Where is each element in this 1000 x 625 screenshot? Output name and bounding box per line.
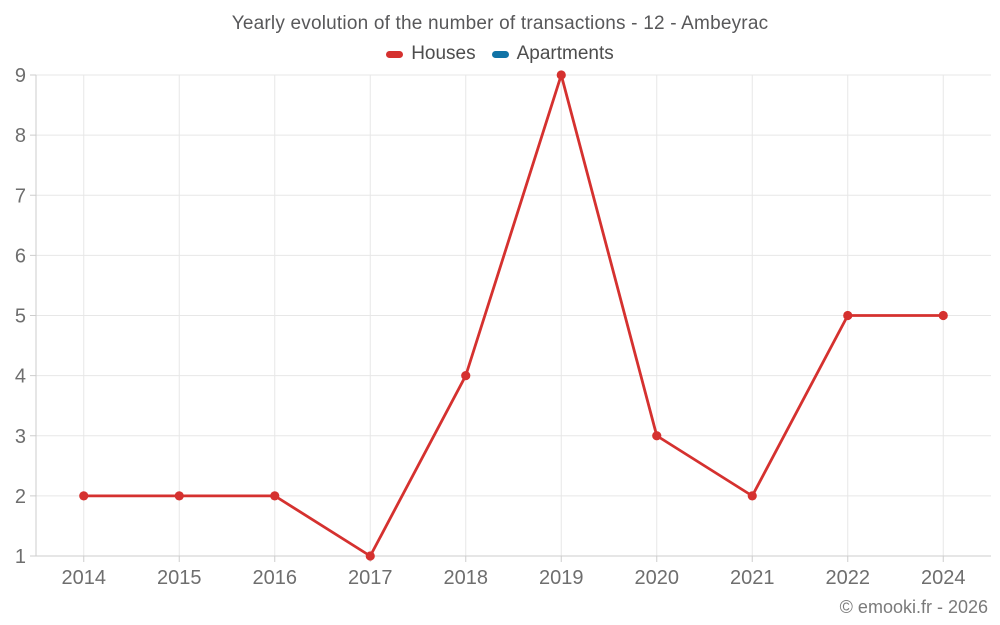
y-tick-label: 9 xyxy=(15,65,26,87)
houses-data-point[interactable] xyxy=(270,491,280,501)
legend-label-houses: Houses xyxy=(411,43,476,64)
x-tick-label: 2021 xyxy=(730,567,775,589)
houses-data-point[interactable] xyxy=(843,310,853,321)
y-axis-labels: 1 2 3 4 5 6 7 8 9 xyxy=(15,65,26,568)
x-tick-label: 2017 xyxy=(348,567,393,589)
x-tick-label: 2022 xyxy=(826,567,871,589)
y-tick-label: 8 xyxy=(15,125,26,147)
x-axis-labels: 2014 2015 2016 2017 2018 2019 2020 2021 2022 2024 xyxy=(62,567,966,589)
x-tick-label: 2015 xyxy=(157,567,202,589)
x-tick-label: 2018 xyxy=(444,567,489,589)
x-tick-label: 2020 xyxy=(635,567,680,589)
y-tick-label: 2 xyxy=(15,486,26,508)
houses-data-point[interactable] xyxy=(556,70,566,80)
x-tick-label: 2016 xyxy=(253,567,298,589)
y-tick-label: 6 xyxy=(15,245,26,267)
houses-data-point[interactable] xyxy=(461,371,471,381)
houses-data-point[interactable] xyxy=(747,491,757,501)
credit-text: © emooki.fr - 2026 xyxy=(839,597,988,617)
x-tick-label: 2014 xyxy=(62,567,107,589)
houses-series xyxy=(79,70,948,561)
legend: Houses Apartments xyxy=(0,43,1000,65)
y-tick-label: 3 xyxy=(15,426,26,448)
houses-data-point[interactable] xyxy=(938,310,948,321)
houses-data-point[interactable] xyxy=(365,551,375,561)
gridlines xyxy=(36,74,991,557)
apartments-series-swatch-icon xyxy=(491,50,509,58)
x-tick-label: 2019 xyxy=(539,567,584,589)
legend-label-apartments: Apartments xyxy=(516,43,614,64)
houses-data-point[interactable] xyxy=(79,491,89,501)
legend-item-apartments[interactable]: Apartments xyxy=(491,43,614,65)
y-tick-label: 1 xyxy=(15,546,26,568)
x-tick-label: 2024 xyxy=(921,567,966,589)
chart-title: Yearly evolution of the number of transa… xyxy=(231,13,769,34)
legend-item-houses[interactable]: Houses xyxy=(386,43,476,65)
houses-line xyxy=(82,73,945,558)
y-tick-label: 7 xyxy=(15,185,26,207)
houses-data-point[interactable] xyxy=(652,431,662,441)
houses-series-swatch-icon xyxy=(386,50,404,58)
houses-data-point[interactable] xyxy=(174,491,184,501)
y-tick-label: 4 xyxy=(15,366,26,388)
y-tick-label: 5 xyxy=(15,306,26,328)
